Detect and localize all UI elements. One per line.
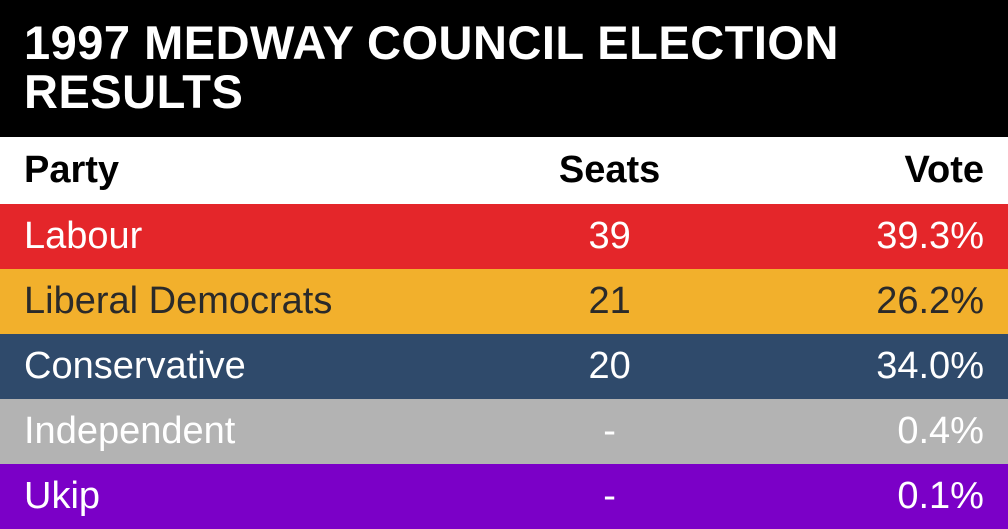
header-seats: Seats xyxy=(523,149,696,192)
table-row: Liberal Democrats2126.2% xyxy=(0,269,1008,334)
cell-seats: - xyxy=(523,410,696,453)
table-row: Independent-0.4% xyxy=(0,399,1008,464)
cell-seats: 21 xyxy=(523,280,696,323)
header-party: Party xyxy=(24,149,523,192)
cell-seats: 39 xyxy=(523,215,696,258)
cell-party: Liberal Democrats xyxy=(24,280,523,323)
cell-seats: 20 xyxy=(523,345,696,388)
title-text: 1997 MEDWAY COUNCIL ELECTION RESULTS xyxy=(24,16,839,118)
table-header-row: Party Seats Vote xyxy=(0,137,1008,204)
header-vote: Vote xyxy=(696,149,984,192)
cell-vote: 34.0% xyxy=(696,345,984,388)
cell-vote: 39.3% xyxy=(696,215,984,258)
table-body: Labour3939.3%Liberal Democrats2126.2%Con… xyxy=(0,204,1008,529)
cell-vote: 26.2% xyxy=(696,280,984,323)
cell-vote: 0.4% xyxy=(696,410,984,453)
table-row: Ukip-0.1% xyxy=(0,464,1008,529)
cell-party: Conservative xyxy=(24,345,523,388)
cell-party: Independent xyxy=(24,410,523,453)
cell-party: Ukip xyxy=(24,475,523,518)
cell-seats: - xyxy=(523,475,696,518)
table-row: Labour3939.3% xyxy=(0,204,1008,269)
title-bar: 1997 MEDWAY COUNCIL ELECTION RESULTS xyxy=(0,0,1008,137)
cell-party: Labour xyxy=(24,215,523,258)
cell-vote: 0.1% xyxy=(696,475,984,518)
table-row: Conservative2034.0% xyxy=(0,334,1008,399)
